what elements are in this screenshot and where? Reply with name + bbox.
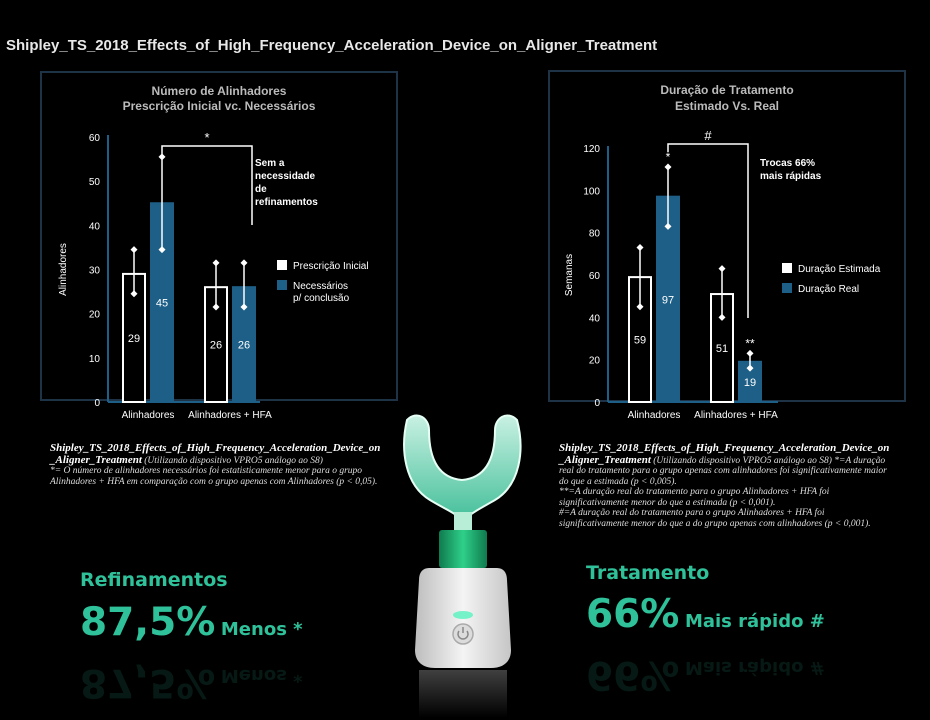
refinements-reflection: 87,5% Menos * [80, 660, 303, 705]
annotation-text: necessidade [255, 171, 315, 182]
error-cap-high [212, 259, 220, 267]
treatment-label: Tratamento [586, 562, 710, 584]
y-tick-label: 40 [589, 313, 601, 324]
aligners-bar-chart: Número de Alinhadores Prescrição Inicial… [58, 84, 369, 421]
significance-bracket [161, 145, 253, 225]
caption-right: Shipley_TS_2018_Effects_of_High_Frequenc… [559, 443, 894, 529]
caption-device-note: (Utilizando dispositivo VPRO5 análogo ao… [141, 455, 323, 466]
data-label: 26 [210, 340, 222, 352]
error-cap-high [746, 349, 754, 357]
x-tick-label: Alinhadores + HFA [188, 410, 272, 421]
error-cap-low [130, 290, 138, 298]
error-cap-high [240, 259, 248, 267]
error-cap-low [240, 303, 248, 311]
significance-symbol: * [204, 130, 209, 145]
legend-swatch [782, 263, 792, 273]
refinements-reflection-percent: 87,5% [80, 660, 216, 705]
caption-source: Shipley_TS_2018_Effects_of_High_Frequenc… [559, 442, 890, 466]
error-cap-low [746, 364, 754, 372]
y-tick-label: 60 [589, 271, 601, 282]
caption-left: Shipley_TS_2018_Effects_of_High_Frequenc… [50, 443, 385, 487]
y-axis-label: Semanas [564, 254, 575, 296]
chart-panel-duration: Duração de Tratamento Estimado Vs. Real … [548, 70, 906, 421]
caption-source: Shipley_TS_2018_Effects_of_High_Frequenc… [50, 442, 381, 466]
x-tick-label: Alinhadores [122, 410, 175, 421]
data-label: 19 [744, 377, 756, 389]
legend-label: Necessários p/ conclusão [293, 281, 350, 304]
y-tick-label: 20 [89, 310, 101, 321]
chart-title-line2: Prescrição Inicial vc. Necessários [123, 99, 316, 113]
treatment-percent: 66% [586, 592, 680, 637]
refinements-suffix: Menos * [220, 619, 303, 640]
duration-bar-chart: Duração de Tratamento Estimado Vs. Real … [564, 83, 881, 421]
chart-title-line1: Duração de Tratamento [660, 83, 793, 97]
error-cap-low [212, 303, 220, 311]
legend-label: Duração Real [798, 284, 859, 295]
y-tick-label: 20 [589, 356, 601, 367]
chart-title-line1: Número de Alinhadores [152, 84, 287, 98]
x-tick-label: Alinhadores [628, 410, 681, 421]
significance-double-star: ** [745, 336, 755, 350]
y-tick-label: 10 [89, 354, 101, 365]
caption-significance-note-2: **=A duração real do tratamento para o g… [559, 487, 830, 508]
data-label: 97 [662, 294, 674, 306]
error-cap-high [636, 243, 644, 251]
y-tick-label: 120 [583, 144, 600, 155]
caption-significance-note: *= O número de alinhadores necessários f… [50, 466, 378, 487]
refinements-value: 87,5% Menos * [80, 600, 303, 645]
hfa-device-illustration [403, 414, 522, 718]
y-tick-label: 60 [89, 133, 101, 144]
refinements-percent: 87,5% [80, 600, 216, 645]
y-tick-label: 0 [594, 398, 600, 409]
error-cap-high [158, 153, 166, 161]
treatment-value: 66% Mais rápido # [586, 592, 825, 637]
y-tick-label: 30 [89, 266, 101, 277]
y-tick-label: 40 [89, 221, 101, 232]
y-tick-label: 80 [589, 229, 601, 240]
chart-panel-aligners: Número de Alinhadores Prescrição Inicial… [40, 71, 398, 421]
treatment-reflection-suffix: Mais rápido # [684, 657, 825, 678]
data-label: 51 [716, 343, 728, 355]
error-cap-low [158, 246, 166, 254]
treatment-reflection: 66% Mais rápido # [586, 652, 825, 697]
y-axis-label: Alinhadores [58, 243, 69, 296]
annotation-text: Trocas 66% [760, 158, 815, 169]
refinements-label: Refinamentos [80, 569, 228, 591]
legend-swatch [782, 283, 792, 293]
chart-title-line2: Estimado Vs. Real [675, 99, 779, 113]
error-cap-high [664, 163, 672, 171]
legend-label: Duração Estimada [798, 264, 881, 275]
legend-label: Prescrição Inicial [293, 261, 369, 272]
caption-significance-note-3: #=A duração real do tratamento para o gr… [559, 508, 871, 529]
significance-symbol: # [704, 128, 712, 143]
power-button-icon [452, 623, 474, 645]
annotation-text: refinamentos [255, 197, 318, 208]
annotation-text: mais rápidas [760, 171, 822, 182]
significance-star: * [666, 150, 671, 164]
x-tick-label: Alinhadores + HFA [694, 410, 778, 421]
y-tick-label: 100 [583, 186, 600, 197]
treatment-reflection-percent: 66% [586, 652, 680, 697]
legend-swatch [277, 280, 287, 290]
data-label: 26 [238, 340, 250, 352]
data-label: 45 [156, 298, 168, 310]
data-label: 59 [634, 335, 646, 347]
data-label: 29 [128, 333, 140, 345]
annotation-text: de [255, 184, 267, 195]
annotation-text: Sem a [255, 158, 285, 169]
y-tick-label: 0 [94, 398, 100, 409]
error-cap-low [636, 303, 644, 311]
error-cap-high [130, 246, 138, 254]
error-cap-high [718, 265, 726, 273]
y-tick-label: 50 [89, 177, 101, 188]
refinements-reflection-suffix: Menos * [220, 665, 303, 686]
error-cap-low [664, 222, 672, 230]
legend-swatch [277, 260, 287, 270]
page-title: Shipley_TS_2018_Effects_of_High_Frequenc… [6, 37, 658, 54]
caption-device-note: (Utilizando dispositivo VPRO5 análogo ao… [559, 455, 887, 487]
error-cap-low [718, 313, 726, 321]
treatment-suffix: Mais rápido # [684, 611, 825, 632]
significance-bracket [667, 143, 749, 318]
